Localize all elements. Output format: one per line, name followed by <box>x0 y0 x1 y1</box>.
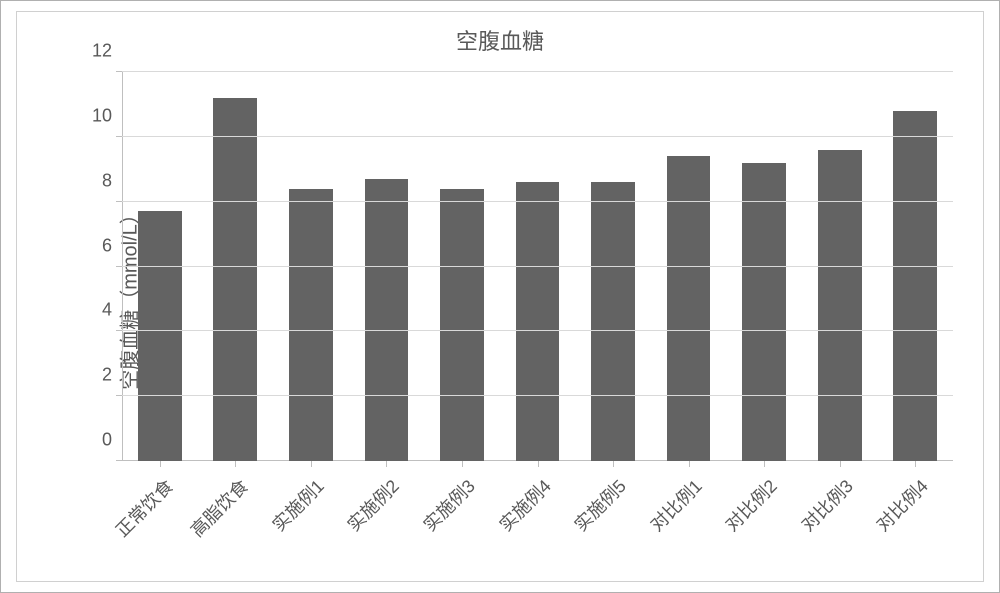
chart-inner-frame: 空腹血糖 空腹血糖（mmol/L） 024681012 正常饮食高脂饮食实施例1… <box>16 11 984 582</box>
grid-line <box>122 395 953 396</box>
x-tick <box>462 461 463 467</box>
x-tick-label: 实施例3 <box>417 473 481 537</box>
bar <box>213 98 257 461</box>
y-tick-label: 8 <box>102 170 122 191</box>
x-tick-label: 实施例4 <box>492 473 556 537</box>
grid-line <box>122 136 953 137</box>
grid-line <box>122 201 953 202</box>
bars-group <box>122 72 953 461</box>
y-tick <box>116 266 122 267</box>
x-tick-label: 高脂饮食 <box>184 473 253 542</box>
y-tick <box>116 395 122 396</box>
bar <box>365 179 409 461</box>
y-tick <box>116 136 122 137</box>
y-tick-label: 12 <box>92 41 122 62</box>
x-tick-label: 实施例2 <box>341 473 405 537</box>
chart-title: 空腹血糖 <box>17 24 983 56</box>
y-tick <box>116 330 122 331</box>
x-tick <box>386 461 387 467</box>
x-tick <box>235 461 236 467</box>
x-tick <box>689 461 690 467</box>
bar <box>289 189 333 461</box>
bar <box>138 211 182 461</box>
x-tick <box>840 461 841 467</box>
bar <box>893 111 937 461</box>
chart-container: 空腹血糖 空腹血糖（mmol/L） 024681012 正常饮食高脂饮食实施例1… <box>0 0 1000 593</box>
y-tick-label: 0 <box>102 430 122 451</box>
x-tick-label: 实施例1 <box>266 473 330 537</box>
x-tick-label: 正常饮食 <box>109 473 178 542</box>
x-tick <box>613 461 614 467</box>
x-tick <box>538 461 539 467</box>
x-tick <box>311 461 312 467</box>
bar <box>516 182 560 461</box>
grid-line <box>122 266 953 267</box>
grid-line <box>122 330 953 331</box>
y-tick-label: 10 <box>92 105 122 126</box>
y-tick <box>116 201 122 202</box>
x-tick-label: 对比例2 <box>719 473 783 537</box>
grid-line <box>122 71 953 72</box>
x-tick-label: 实施例5 <box>568 473 632 537</box>
y-tick-label: 4 <box>102 300 122 321</box>
y-tick <box>116 71 122 72</box>
x-tick-label: 对比例3 <box>794 473 858 537</box>
x-tick <box>915 461 916 467</box>
y-tick-label: 6 <box>102 235 122 256</box>
bar <box>742 163 786 461</box>
x-labels-group: 正常饮食高脂饮食实施例1实施例2实施例3实施例4实施例5对比例1对比例2对比例3… <box>122 461 953 581</box>
bar <box>440 189 484 461</box>
x-tick-label: 对比例1 <box>643 473 707 537</box>
bar <box>591 182 635 461</box>
plot-area: 024681012 <box>122 72 953 461</box>
x-tick-label: 对比例4 <box>870 473 934 537</box>
bar <box>818 150 862 461</box>
y-tick-label: 2 <box>102 365 122 386</box>
bar <box>667 156 711 461</box>
x-tick <box>160 461 161 467</box>
x-tick <box>764 461 765 467</box>
